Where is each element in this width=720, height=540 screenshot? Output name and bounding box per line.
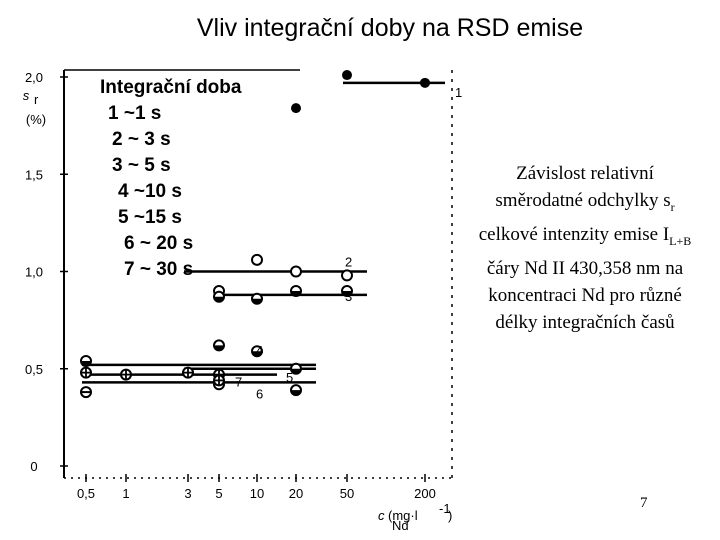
axes-layer <box>63 69 453 479</box>
point-half-fill <box>291 368 301 374</box>
x-tick-label: 50 <box>340 486 354 501</box>
series-labels-layer: 1 2 3 4 5 67 <box>235 85 462 402</box>
description-part: čáry Nd II 430,358 nm na koncentraci Nd … <box>486 257 684 333</box>
y-tick-label: 0 <box>30 459 37 474</box>
x-tick-label: 3 <box>184 486 191 501</box>
y-axis-label-sub: r <box>34 92 39 107</box>
point-filled <box>420 77 430 88</box>
data-point-series-7 <box>213 374 225 387</box>
description-sub: r <box>670 199 675 214</box>
data-point-series-3 <box>290 284 302 297</box>
y-axis-label: s <box>23 88 30 103</box>
description-part: Závislost relativní směrodatné odchylky … <box>495 163 671 211</box>
legend-layer: Integrační doba 1 ~1 s 2 ~ 3 s 3 ~ 5 s 4 ~10… <box>100 77 242 280</box>
data-point-series-2 <box>251 253 263 266</box>
x-tick-label: 1 <box>122 486 129 501</box>
description-part: celkové intenzity emise I <box>478 223 670 245</box>
data-point-series-7 <box>182 366 194 379</box>
data-point-series-1 <box>420 77 430 88</box>
data-point-series-3 <box>251 292 263 305</box>
data-point-series-3 <box>213 290 225 303</box>
point-half-fill <box>291 390 301 396</box>
legend-item: 5 ~15 s <box>118 207 182 228</box>
x-tick-label: 0,5 <box>77 486 95 501</box>
x-axis-unit: (mg·l <box>388 508 418 523</box>
point-open <box>290 265 302 278</box>
data-point-series-4 <box>213 339 225 352</box>
legend-item: 4 ~10 s <box>118 181 182 202</box>
data-point-series-7 <box>80 366 92 379</box>
x-tick-label: 10 <box>250 486 264 501</box>
y-tick-label: 1,0 <box>25 265 43 280</box>
point-half-fill <box>214 345 224 351</box>
data-point-series-1 <box>291 103 301 114</box>
data-point-series-5 <box>290 384 302 397</box>
legend-title: Integrační doba <box>100 77 242 98</box>
x-axis-label-sub: Nd <box>392 518 409 533</box>
data-point-series-3 <box>341 284 353 297</box>
point-open <box>341 269 353 282</box>
points-layer <box>80 70 430 399</box>
data-point-series-2 <box>290 265 302 278</box>
data-point-series-5 <box>290 362 302 375</box>
y-axis-unit: (%) <box>26 112 46 127</box>
description-sub: L+B <box>669 233 692 248</box>
point-half-fill <box>81 360 91 366</box>
point-half-fill <box>252 298 262 304</box>
legend-item: 1 ~1 s <box>108 103 161 124</box>
series-label-3: 3 <box>345 289 352 304</box>
chart-description: Závislost relativní směrodatné odchylky … <box>470 160 700 336</box>
x-axis-label: c <box>378 508 385 523</box>
legend-item: 2 ~ 3 s <box>112 129 171 150</box>
point-half-fill <box>214 296 224 302</box>
series-label-5: 5 <box>286 370 293 385</box>
data-point-series-7 <box>120 368 132 381</box>
point-half-fill <box>342 290 352 296</box>
data-point-series-4 <box>251 345 263 358</box>
series-lines-layer <box>82 81 445 384</box>
x-axis-unit-close: ) <box>448 508 452 523</box>
y-tick-label: 0,5 <box>25 362 43 377</box>
legend-item: 7 ~ 30 s <box>124 259 193 280</box>
data-point-series-4 <box>80 354 92 367</box>
x-tick-label: 200 <box>414 486 436 501</box>
point-filled <box>291 103 301 114</box>
data-point-series-1 <box>342 70 352 81</box>
point-open <box>251 253 263 266</box>
x-axis-unit-exponent: -1 <box>439 501 451 516</box>
point-filled <box>342 70 352 81</box>
point-half-fill <box>291 290 301 296</box>
page-number: 7 <box>640 495 648 511</box>
slide-title: Vliv integrační doby na RSD emise <box>196 14 584 42</box>
series-label-6: 6 <box>256 386 263 401</box>
tick-layer: 0 0,5 1,0 1,5 2,0 s r (%) 0,5 1 3 5 10 20 50 200 c (mg·l -… <box>23 70 453 533</box>
y-tick-label: 1,5 <box>25 167 43 182</box>
series-label-1: 1 <box>455 85 462 100</box>
series-label-2: 2 <box>345 255 352 270</box>
series-label-4: 4 <box>256 343 263 358</box>
data-point-series-2 <box>341 269 353 282</box>
y-tick-label: 2,0 <box>25 70 43 85</box>
point-half-fill <box>252 351 262 357</box>
legend-item: 6 ~ 20 s <box>124 233 193 254</box>
legend-item: 3 ~ 5 s <box>112 155 171 176</box>
x-tick-label: 20 <box>289 486 303 501</box>
series-label-7: 7 <box>235 375 242 390</box>
data-point-series-6 <box>80 386 92 399</box>
x-tick-label: 5 <box>215 486 222 501</box>
